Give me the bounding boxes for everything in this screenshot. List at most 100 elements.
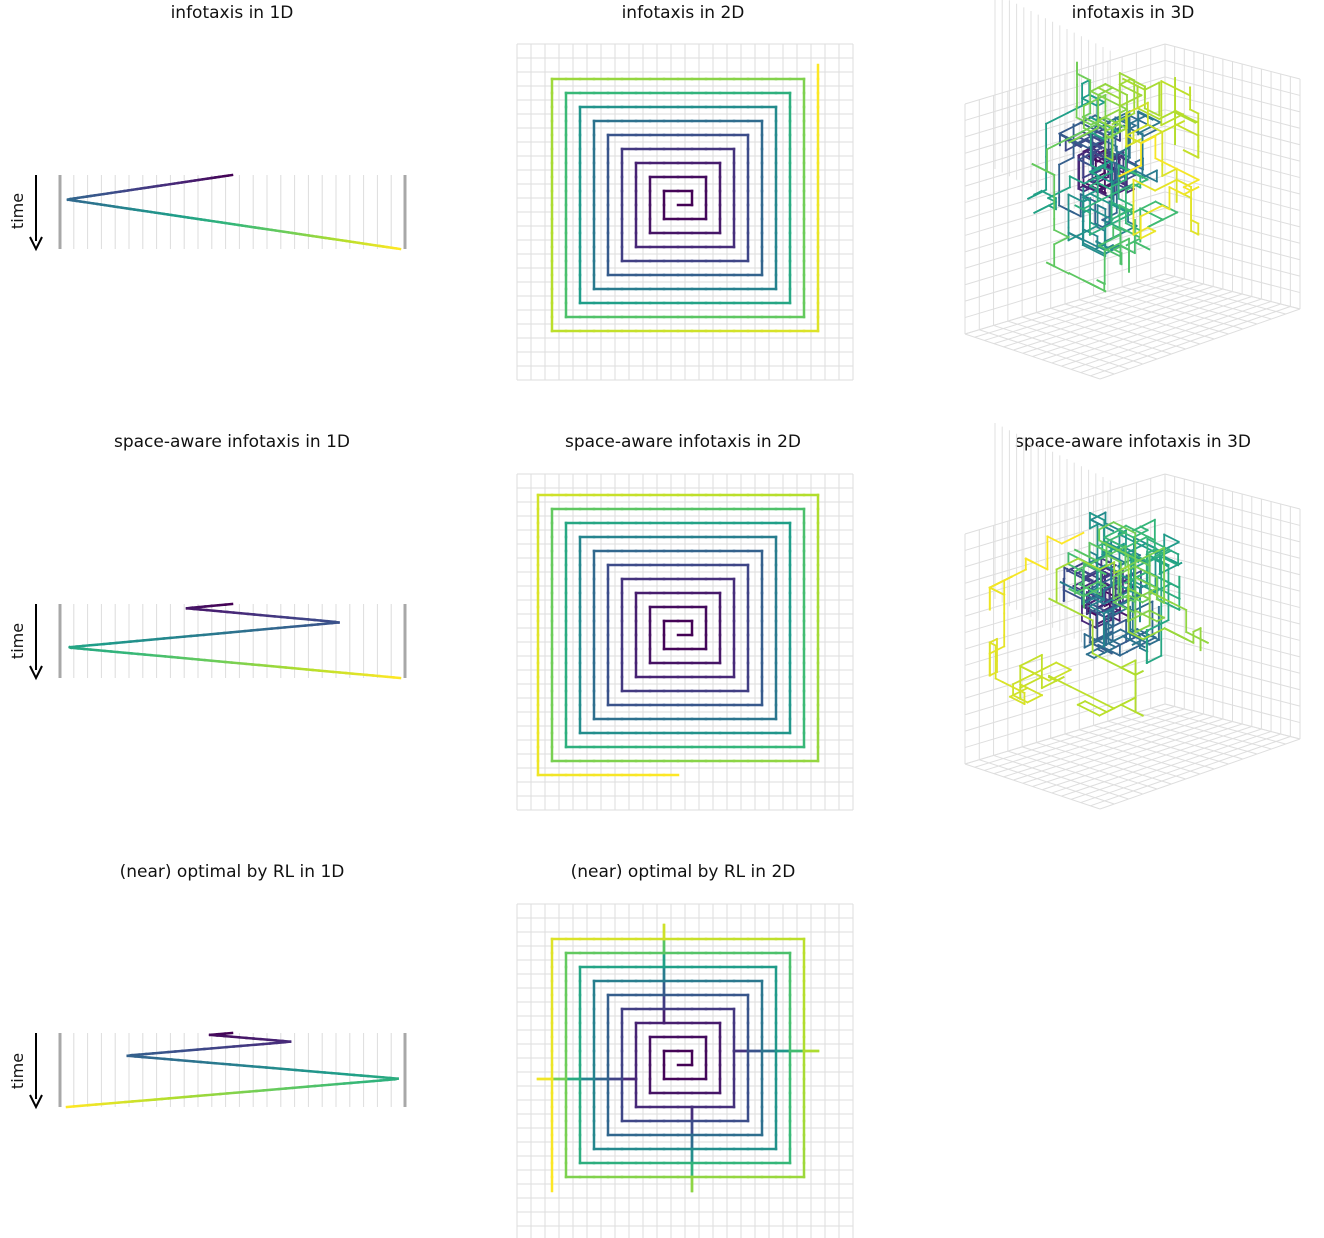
- trajectory-segment: [1160, 113, 1185, 127]
- trajectory-segment: [1182, 185, 1193, 192]
- grid-line: [1164, 654, 1301, 691]
- trajectory-segment: [1147, 218, 1164, 229]
- grid-line: [1051, 726, 1252, 794]
- trajectory-segment: [1089, 126, 1100, 133]
- trajectory-segment: [1088, 159, 1113, 173]
- trajectory-segment: [1146, 548, 1157, 555]
- grid-line: [1093, 294, 1229, 335]
- trajectory-segment: [1118, 610, 1129, 617]
- trajectory-segment: [1076, 703, 1101, 717]
- trajectory-segment: [1044, 111, 1069, 125]
- trajectory-segment: [1098, 539, 1123, 553]
- trajectory-segment: [1155, 598, 1166, 605]
- grid-line: [1164, 257, 1301, 294]
- trajectory-segment: [1127, 630, 1145, 641]
- trajectory-segment: [1160, 79, 1185, 94]
- trajectory-segment: [1068, 175, 1086, 185]
- trajectory-segment: [1073, 584, 1093, 595]
- trajectory-segment: [1104, 82, 1129, 97]
- trajectory-segment: [1085, 653, 1096, 660]
- trajectory-segment: [1103, 529, 1121, 539]
- trajectory-segment: [1133, 240, 1151, 251]
- trajectory-segment: [1110, 182, 1135, 196]
- trajectory-segment: [1052, 133, 1078, 147]
- trajectory-segment: [1033, 189, 1043, 196]
- trajectory-segment: [1118, 226, 1143, 240]
- trajectory-segment: [1148, 638, 1161, 646]
- panel-title-infotaxis-1d: infotaxis in 1D: [171, 3, 294, 23]
- trajectory-segment: [1088, 605, 1106, 615]
- trajectory-segment: [1119, 703, 1144, 717]
- trajectory-segment: [1096, 647, 1106, 654]
- panel-space-aware-2d: [516, 473, 854, 811]
- trajectory-segment: [1153, 551, 1164, 558]
- trajectory-segment: [1102, 599, 1113, 606]
- trajectory-segment: [1098, 707, 1116, 717]
- trajectory-segment: [994, 677, 1005, 684]
- trajectory-segment: [1112, 594, 1123, 601]
- trajectory-segment: [1132, 123, 1150, 134]
- trajectory-segment: [1081, 238, 1099, 248]
- trajectory-segment: [1090, 511, 1107, 521]
- trajectory-segment: [1088, 193, 1113, 207]
- trajectory-segment: [1119, 666, 1137, 677]
- trajectory-segment: [1139, 207, 1164, 221]
- trajectory-segment: [1118, 77, 1132, 86]
- trajectory-segment: [1110, 203, 1121, 210]
- time-axis-label: time: [8, 1053, 27, 1089]
- trajectory-segment: [1083, 699, 1108, 714]
- grid-line: [1164, 174, 1301, 211]
- trajectory-segment: [1033, 200, 1058, 214]
- grid-line: [964, 604, 1166, 666]
- trajectory-segment: [1083, 599, 1107, 613]
- grid-line: [1150, 277, 1286, 315]
- trajectory-segment: [1168, 185, 1186, 196]
- trajectory-segment: [1093, 222, 1104, 229]
- trajectory-segment: [1033, 672, 1051, 682]
- trajectory-segment: [1096, 534, 1121, 548]
- trajectory-segment: [1096, 108, 1122, 122]
- trajectory-segment: [1055, 564, 1066, 571]
- trajectory-segment: [1129, 77, 1139, 84]
- grid-line: [964, 257, 1166, 319]
- trajectory-segment: [1134, 169, 1159, 183]
- trajectory-segment: [1046, 186, 1072, 200]
- grid-line: [1061, 298, 1262, 367]
- trajectory-segment: [1110, 178, 1128, 188]
- grid-line: [964, 687, 1166, 749]
- trajectory-segment: [1137, 110, 1162, 124]
- trajectory-segment: [1145, 618, 1170, 633]
- trajectory-segment: [1095, 240, 1112, 251]
- trajectory-segment: [1125, 101, 1150, 115]
- trajectory-segment: [988, 637, 999, 644]
- grid-line: [1164, 637, 1301, 674]
- trajectory-segment: [1104, 621, 1115, 628]
- grid-line: [964, 637, 1166, 699]
- trajectory-segment: [988, 575, 1013, 589]
- trajectory-segment: [1073, 559, 1098, 573]
- trajectory-segment: [1136, 81, 1147, 88]
- trajectory-segment: [1067, 235, 1077, 242]
- trajectory-segment: [1088, 192, 1099, 199]
- trajectory-segment: [1175, 123, 1200, 137]
- trajectory-segment: [1148, 553, 1166, 563]
- time-arrow-head: [29, 665, 43, 681]
- trajectory-segment: [1127, 113, 1152, 127]
- trajectory-segment: [1082, 175, 1100, 185]
- trajectory-segment: [1074, 224, 1099, 238]
- trajectory-segment: [1055, 661, 1072, 672]
- trajectory-segment: [1126, 553, 1151, 568]
- trajectory-segment: [1168, 164, 1179, 171]
- trajectory-segment: [1126, 609, 1151, 623]
- panel-infotaxis-2d: [516, 43, 854, 381]
- trajectory-segment: [1181, 90, 1192, 97]
- trajectory-segment: [1010, 568, 1028, 579]
- trajectory-segment: [1069, 608, 1094, 622]
- trajectory-segment: [1132, 200, 1157, 214]
- grid-line: [1061, 728, 1262, 797]
- trajectory-segment: [1045, 170, 1056, 177]
- trajectory-segment: [1076, 134, 1094, 145]
- trajectory-segment: [1011, 672, 1036, 686]
- grid-line: [1164, 588, 1301, 625]
- trajectory-segment: [1155, 616, 1166, 623]
